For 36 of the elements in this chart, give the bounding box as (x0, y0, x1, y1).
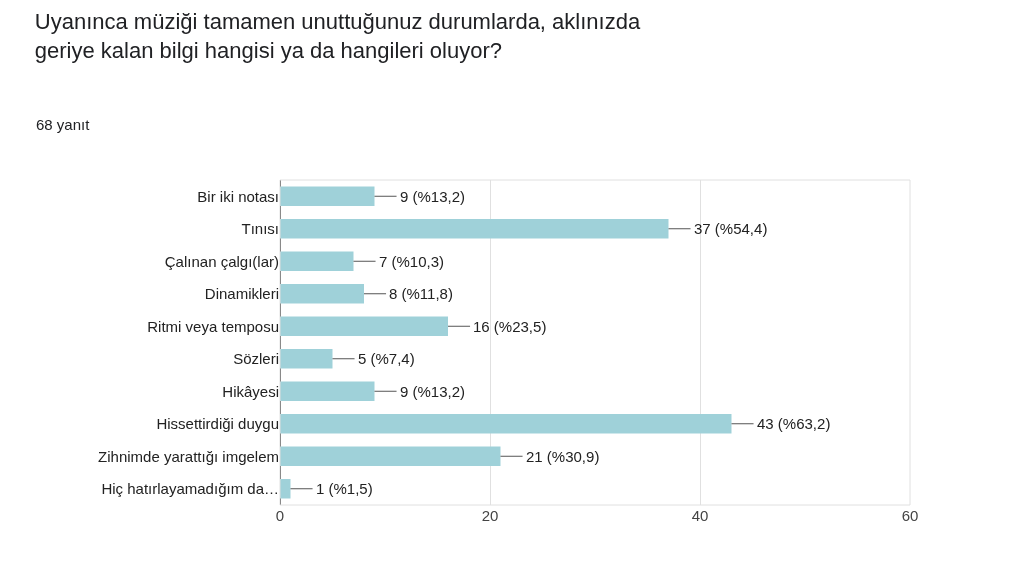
y-tick-label: Dinamikleri (204, 285, 279, 302)
x-tick-label: 60 (901, 507, 919, 524)
y-tick-label: Hiç hatırlayamadığım da… (101, 480, 279, 497)
bar (280, 316, 448, 336)
bar (280, 479, 291, 499)
data-label: 7 (%10,3) (379, 253, 445, 270)
bar (280, 284, 364, 304)
data-label: 21 (%30,9) (526, 448, 600, 465)
bar (280, 414, 732, 434)
data-label: 9 (%13,2) (400, 383, 466, 400)
data-label: 8 (%11,8) (389, 285, 453, 302)
y-tick-label: Ritmi veya temposu (147, 317, 279, 335)
data-label: 9 (%13,2) (400, 188, 466, 205)
data-label: 5 (%7,4) (358, 350, 415, 367)
chart-title: Uyanınca müziği tamamen unuttuğunuz durumlarda, aklınızda geriye kalan bilgi hangisi ya da hangileri oluyor? (34, 8, 641, 63)
bar (280, 381, 375, 401)
y-tick-label: Hikâyesi (222, 382, 279, 400)
data-label: 1 (%1,5) (316, 480, 373, 497)
data-label: 43 (%63,2) (757, 415, 831, 432)
y-tick-label: Zihnimde yarattığı imgelem (98, 447, 279, 465)
y-tick-label: Sözleri (233, 350, 279, 367)
x-tick-label: 0 (275, 507, 285, 524)
y-tick-label: Hissettirdiği duygu (156, 415, 279, 432)
bar (280, 349, 333, 369)
y-tick-label: Tınısı (241, 220, 279, 237)
bar (280, 446, 501, 466)
x-tick-label: 40 (691, 507, 709, 524)
bar (280, 219, 669, 239)
text: 68 yanıt (36, 116, 91, 133)
data-label: 37 (%54,4) (694, 220, 768, 237)
data-label: 16 (%23,5) (473, 318, 547, 335)
x-tick-label: 20 (481, 507, 499, 524)
y-tick-label: Çalınan çalgı(lar) (164, 252, 279, 270)
bar (280, 186, 375, 206)
y-tick-label: Bir iki notası (197, 187, 279, 205)
bar (280, 251, 354, 271)
